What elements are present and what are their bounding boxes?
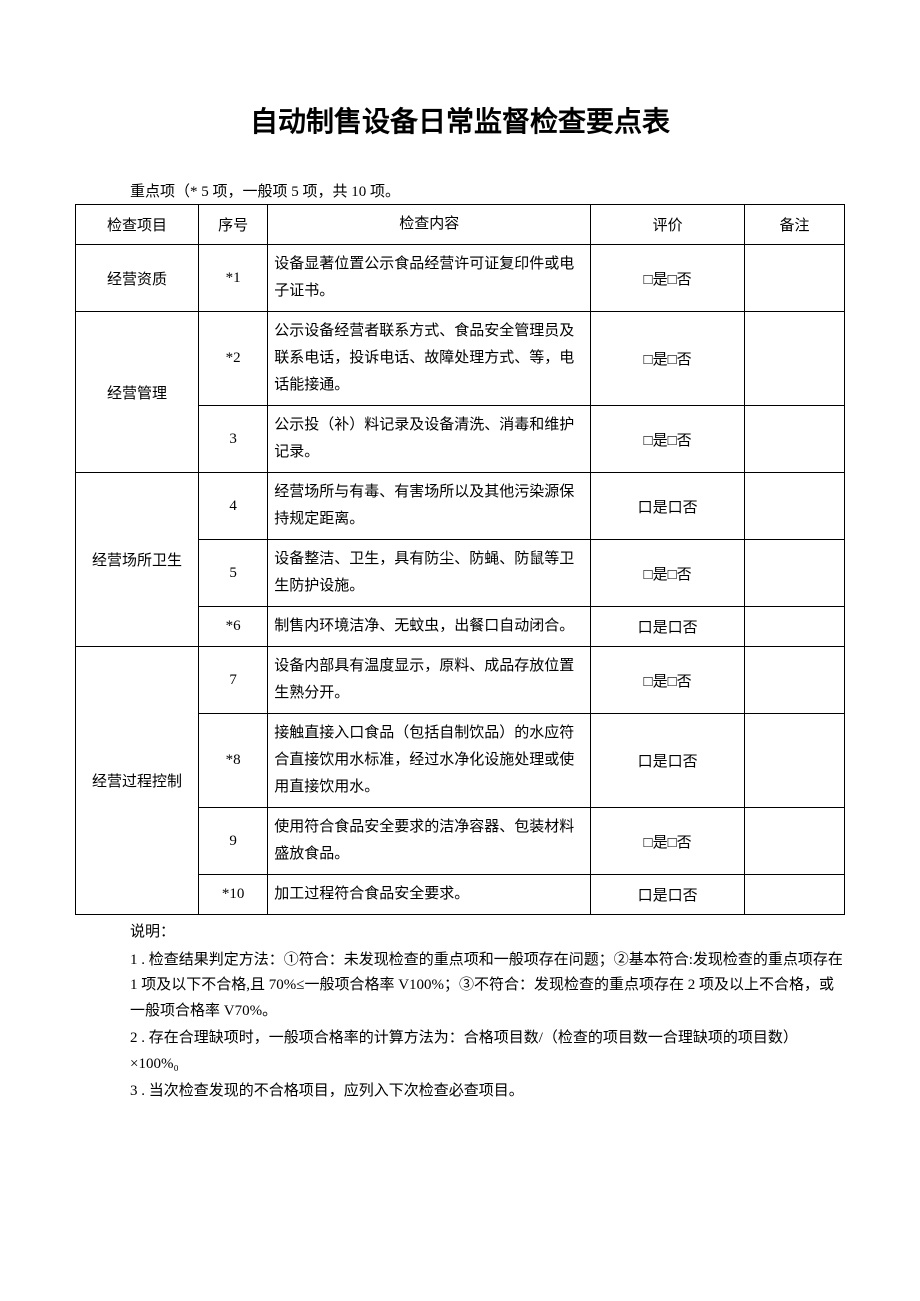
content-cell: 经营场所与有毒、有害场所以及其他污染源保持规定距离。 bbox=[268, 473, 591, 540]
note-cell bbox=[745, 540, 845, 607]
content-cell: 制售内环境洁净、无蚊虫，出餐口自动闭合。 bbox=[268, 607, 591, 647]
header-content: 检查内容 bbox=[268, 205, 591, 245]
header-eval: 评价 bbox=[591, 205, 745, 245]
num-cell: *1 bbox=[199, 245, 268, 312]
note-cell bbox=[745, 607, 845, 647]
table-body: 经营资质 *1 设备显著位置公示食品经营许可证复印件或电子证书。 □是□否 经营… bbox=[76, 245, 845, 915]
table-row: 经营过程控制 7 设备内部具有温度显示，原料、成品存放位置生熟分开。 □是□否 bbox=[76, 647, 845, 714]
eval-cell: □是□否 bbox=[591, 245, 745, 312]
num-cell: 9 bbox=[199, 808, 268, 875]
num-cell: *2 bbox=[199, 312, 268, 406]
note-cell bbox=[745, 245, 845, 312]
notes-item: 3 . 当次检查发现的不合格项目，应列入下次检查必查项目。 bbox=[130, 1079, 845, 1105]
content-cell: 使用符合食品安全要求的洁净容器、包装材料盛放食品。 bbox=[268, 808, 591, 875]
num-cell: 5 bbox=[199, 540, 268, 607]
note-cell bbox=[745, 473, 845, 540]
table-row: 经营管理 *2 公示设备经营者联系方式、食品安全管理员及联系电话，投诉电话、故障… bbox=[76, 312, 845, 406]
content-cell: 设备内部具有温度显示，原料、成品存放位置生熟分开。 bbox=[268, 647, 591, 714]
inspection-table: 检查项目 序号 检查内容 评价 备注 经营资质 *1 设备显著位置公示食品经营许… bbox=[75, 204, 845, 915]
note-cell bbox=[745, 312, 845, 406]
content-cell: 公示设备经营者联系方式、食品安全管理员及联系电话，投诉电话、故障处理方式、等，电… bbox=[268, 312, 591, 406]
category-cell: 经营过程控制 bbox=[76, 647, 199, 915]
eval-cell: □是□否 bbox=[591, 647, 745, 714]
header-note: 备注 bbox=[745, 205, 845, 245]
eval-cell: 口是口否 bbox=[591, 607, 745, 647]
notes-item: 1 . 检查结果判定方法：①符合：未发现检查的重点项和一般项存在问题；②基本符合… bbox=[130, 948, 845, 1025]
notes-label: 说明： bbox=[130, 920, 845, 946]
table-row: 经营资质 *1 设备显著位置公示食品经营许可证复印件或电子证书。 □是□否 bbox=[76, 245, 845, 312]
notes-section: 说明： 1 . 检查结果判定方法：①符合：未发现检查的重点项和一般项存在问题；②… bbox=[130, 920, 845, 1105]
note-cell bbox=[745, 808, 845, 875]
note-cell bbox=[745, 875, 845, 915]
header-num: 序号 bbox=[199, 205, 268, 245]
notes-item: 2 . 存在合理缺项时，一般项合格率的计算方法为：合格项目数/（检查的项目数一合… bbox=[130, 1026, 845, 1077]
content-cell: 公示投（补）料记录及设备清洗、消毒和维护记录。 bbox=[268, 406, 591, 473]
content-cell: 设备整洁、卫生，具有防尘、防蝇、防鼠等卫生防护设施。 bbox=[268, 540, 591, 607]
subtitle: 重点项（* 5 项，一般项 5 项，共 10 项。 bbox=[130, 180, 845, 201]
table-row: 经营场所卫生 4 经营场所与有毒、有害场所以及其他污染源保持规定距离。 口是口否 bbox=[76, 473, 845, 540]
note-cell bbox=[745, 647, 845, 714]
table-header-row: 检查项目 序号 检查内容 评价 备注 bbox=[76, 205, 845, 245]
num-cell: 4 bbox=[199, 473, 268, 540]
note-cell bbox=[745, 406, 845, 473]
eval-cell: □是□否 bbox=[591, 808, 745, 875]
eval-cell: 口是口否 bbox=[591, 473, 745, 540]
num-cell: 7 bbox=[199, 647, 268, 714]
eval-cell: 口是口否 bbox=[591, 875, 745, 915]
eval-cell: 口是口否 bbox=[591, 714, 745, 808]
note-cell bbox=[745, 714, 845, 808]
header-category: 检查项目 bbox=[76, 205, 199, 245]
category-cell: 经营场所卫生 bbox=[76, 473, 199, 647]
num-cell: 3 bbox=[199, 406, 268, 473]
num-cell: *6 bbox=[199, 607, 268, 647]
num-cell: *8 bbox=[199, 714, 268, 808]
content-cell: 设备显著位置公示食品经营许可证复印件或电子证书。 bbox=[268, 245, 591, 312]
num-cell: *10 bbox=[199, 875, 268, 915]
category-cell: 经营管理 bbox=[76, 312, 199, 473]
eval-cell: □是□否 bbox=[591, 406, 745, 473]
page-title: 自动制售设备日常监督检查要点表 bbox=[75, 100, 845, 140]
category-cell: 经营资质 bbox=[76, 245, 199, 312]
eval-cell: □是□否 bbox=[591, 312, 745, 406]
content-cell: 接触直接入口食品（包括自制饮品）的水应符合直接饮用水标准，经过水净化设施处理或使… bbox=[268, 714, 591, 808]
content-cell: 加工过程符合食品安全要求。 bbox=[268, 875, 591, 915]
eval-cell: □是□否 bbox=[591, 540, 745, 607]
